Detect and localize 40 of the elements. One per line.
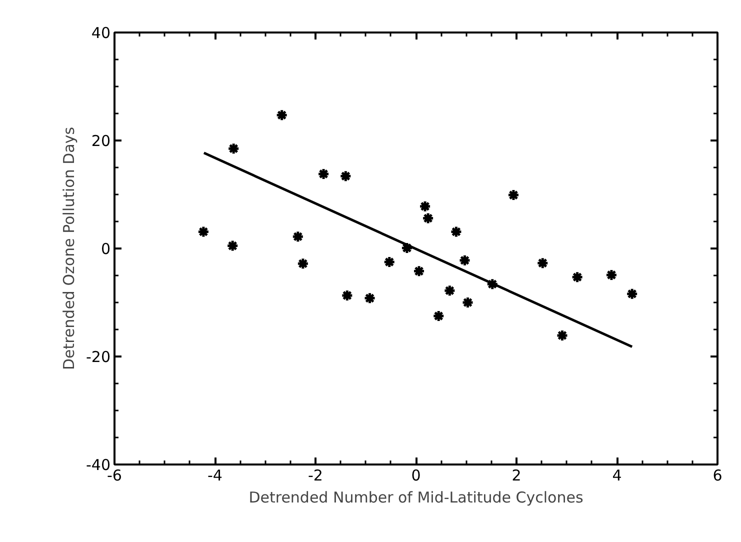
point <box>317 168 330 180</box>
point <box>605 268 618 282</box>
point <box>339 170 352 182</box>
y-tick-label: 20 <box>91 132 111 150</box>
x-tick-label: 4 <box>612 466 622 484</box>
point <box>458 254 471 267</box>
point <box>227 142 240 155</box>
point <box>340 289 354 302</box>
x-tick-label: 0 <box>411 466 421 484</box>
point <box>422 212 434 225</box>
point <box>383 256 396 268</box>
point <box>626 288 638 300</box>
point <box>507 188 520 202</box>
y-tick-label: 0 <box>100 240 111 258</box>
y-tick-label: -40 <box>86 456 110 474</box>
point <box>486 278 499 290</box>
point <box>226 240 239 252</box>
x-tick-label: 2 <box>512 466 522 484</box>
x-tick-label: -2 <box>308 466 323 484</box>
point <box>197 226 210 238</box>
point <box>292 230 304 243</box>
x-axis-title: Detrended Number of Mid-Latitude Cyclones <box>248 488 584 506</box>
point <box>536 256 549 270</box>
point <box>450 226 462 238</box>
x-tick-label: -4 <box>208 466 222 484</box>
y-axis-title: Detrended Ozone Pollution Days <box>60 126 78 370</box>
point <box>412 264 426 278</box>
x-tick-label: 6 <box>712 466 722 484</box>
point <box>571 270 584 284</box>
point <box>556 329 568 342</box>
y-tick-label: 40 <box>91 24 111 42</box>
point <box>432 310 445 322</box>
y-tick-label: -20 <box>86 348 110 366</box>
point <box>364 292 376 304</box>
point <box>400 242 414 254</box>
point <box>443 284 456 297</box>
point <box>296 257 310 270</box>
point <box>276 108 288 122</box>
point <box>462 296 474 309</box>
point <box>418 200 432 213</box>
